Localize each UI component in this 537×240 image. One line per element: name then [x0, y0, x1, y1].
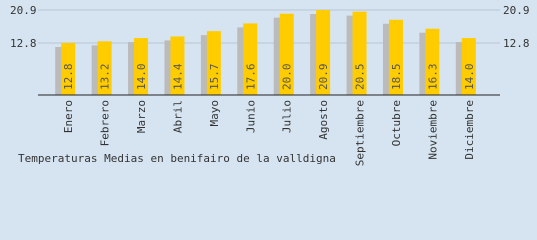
bar: [206, 31, 221, 96]
bar: [61, 42, 76, 95]
value-label: 17.6: [244, 64, 257, 91]
bar: [279, 13, 294, 96]
bar: [243, 23, 258, 96]
x-tick-label: Septiembre: [354, 100, 367, 166]
x-tick-label: Diciembre: [463, 100, 476, 160]
y-tick-label: 12.8: [10, 37, 37, 50]
chart: Temperaturas Medias en benifairo de la v…: [10, 4, 530, 166]
value-label: 12.8: [62, 64, 75, 91]
x-tick-label: Agosto: [317, 100, 330, 140]
value-label: 20.5: [354, 64, 367, 91]
value-label: 18.5: [390, 64, 403, 91]
x-tick-label: Marzo: [135, 100, 148, 133]
bar: [425, 28, 440, 96]
bar: [97, 41, 112, 95]
bar: [170, 36, 185, 95]
bar: [316, 10, 331, 95]
bar: [352, 11, 367, 96]
value-label: 15.7: [208, 64, 221, 91]
bar: [461, 38, 476, 95]
value-label: 14.0: [135, 64, 148, 91]
y-tick-label-right: 20.9: [503, 4, 530, 17]
value-label: 13.2: [99, 64, 112, 91]
x-tick-label: Octubre: [390, 100, 403, 146]
x-tick-label: Enero: [62, 100, 75, 133]
x-tick-label: Mayo: [208, 100, 221, 127]
value-label: 20.0: [281, 64, 294, 91]
x-tick-label: Febrero: [99, 100, 112, 146]
value-label: 14.4: [171, 63, 184, 90]
bar: [388, 19, 403, 95]
x-tick-label: Abril: [171, 100, 184, 133]
value-label: 14.0: [463, 64, 476, 91]
x-tick-label: Julio: [281, 100, 294, 133]
value-label: 16.3: [426, 64, 439, 91]
y-tick-label-right: 12.8: [503, 37, 530, 50]
y-tick-label: 20.9: [10, 4, 37, 17]
x-tick-label: Noviembre: [426, 100, 439, 160]
chart-title: Temperaturas Medias en benifairo de la v…: [18, 152, 336, 165]
bar: [134, 38, 149, 95]
value-label: 20.9: [317, 64, 330, 91]
x-tick-label: Junio: [244, 100, 257, 133]
